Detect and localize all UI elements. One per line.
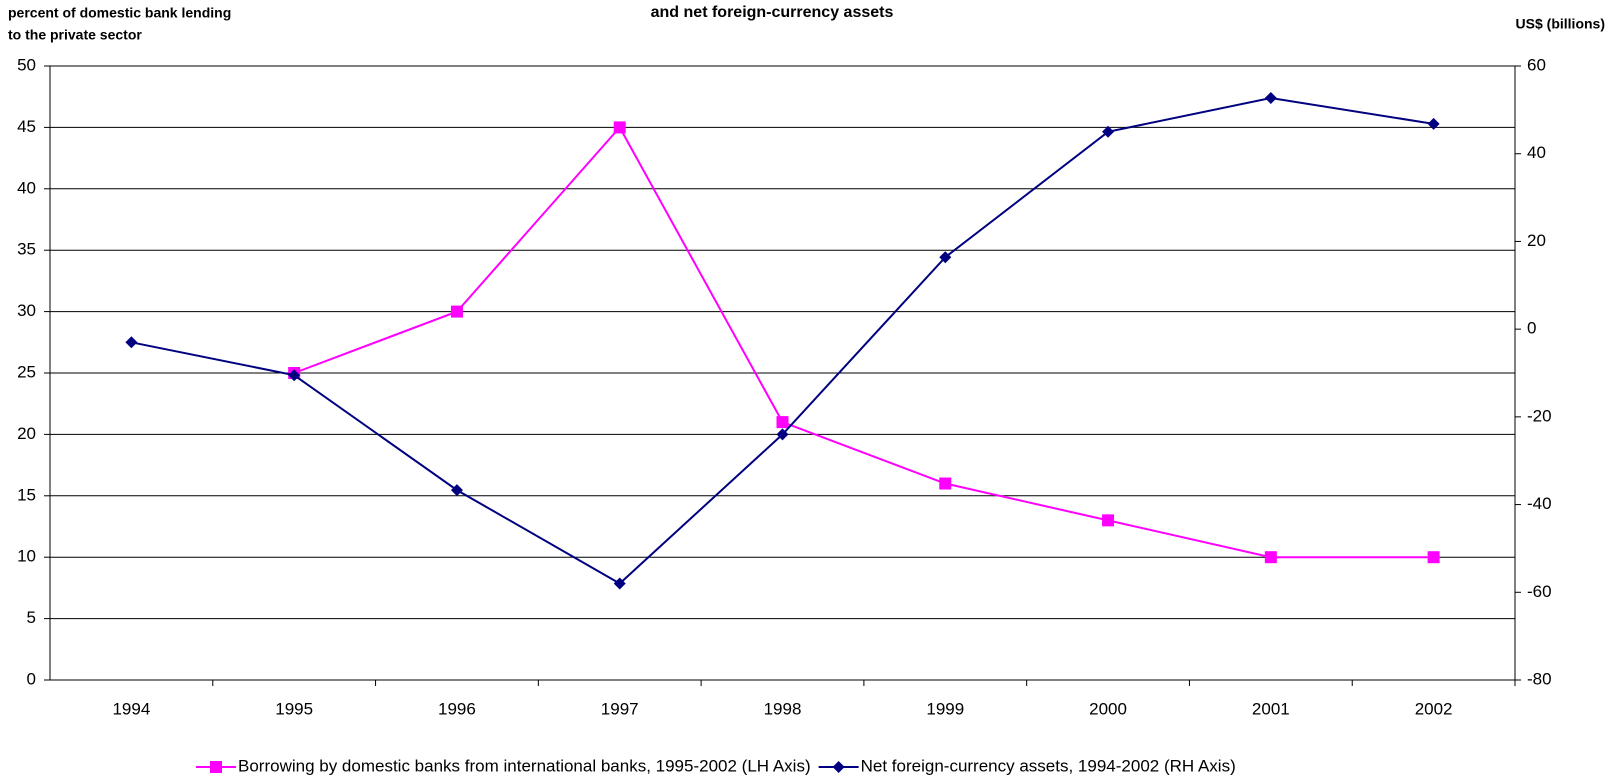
data-point	[1102, 514, 1115, 527]
y-tick-label: 35	[17, 240, 36, 259]
x-tick-label: 1996	[438, 699, 476, 718]
legend-label: Borrowing by domestic banks from interna…	[238, 756, 811, 775]
data-point	[776, 416, 789, 429]
x-tick-label: 1994	[112, 699, 150, 718]
y-tick-label: 25	[17, 362, 36, 381]
y-tick-label: 45	[17, 117, 36, 136]
x-tick-label: 2000	[1089, 699, 1127, 718]
chart-title: and net foreign-currency assets	[651, 4, 894, 21]
data-point	[939, 251, 952, 264]
data-point	[776, 428, 789, 441]
x-tick-label: 1995	[275, 699, 313, 718]
data-point	[613, 121, 626, 134]
data-point	[288, 369, 301, 382]
x-tick-label: 1999	[926, 699, 964, 718]
y2-tick-label: 20	[1527, 231, 1546, 250]
y-tick-label: 40	[17, 178, 36, 197]
series-line	[131, 96, 1434, 585]
data-point	[613, 577, 626, 590]
x-tick-label: 2001	[1252, 699, 1290, 718]
y-tick-label: 50	[17, 55, 36, 74]
data-point	[450, 305, 463, 318]
x-tick-label: 2002	[1415, 699, 1453, 718]
y-tick-label: 20	[17, 424, 36, 443]
data-point	[1264, 551, 1277, 564]
data-point	[1102, 125, 1115, 138]
data-point	[450, 484, 463, 497]
y-tick-label: 0	[27, 669, 36, 688]
y2-tick-label: -40	[1527, 494, 1552, 513]
y-tick-label: 5	[27, 608, 36, 627]
x-tick-label: 1997	[601, 699, 639, 718]
series-line	[293, 125, 1434, 559]
y-axis-label: percent of domestic bank lending	[8, 5, 231, 21]
y-axis-label: to the private sector	[8, 27, 142, 43]
data-point	[125, 336, 138, 349]
y2-tick-label: 0	[1527, 319, 1536, 338]
y-tick-label: 30	[17, 301, 36, 320]
legend: Borrowing by domestic banks from interna…	[196, 756, 1236, 775]
legend-marker	[210, 761, 222, 773]
y2-tick-label: -80	[1527, 669, 1552, 688]
y-tick-label: 10	[17, 547, 36, 566]
y2-tick-label: 60	[1527, 55, 1546, 74]
y2-tick-label: -60	[1527, 582, 1552, 601]
y2-tick-label: 40	[1527, 143, 1546, 162]
data-point	[1427, 117, 1440, 130]
x-tick-label: 1998	[764, 699, 802, 718]
data-point	[939, 477, 952, 490]
legend-marker	[832, 761, 845, 773]
y2-tick-label: -20	[1527, 406, 1552, 425]
legend-label: Net foreign-currency assets, 1994-2002 (…	[861, 756, 1236, 775]
y2-axis-label: US$ (billions)	[1516, 16, 1605, 32]
y-tick-label: 15	[17, 485, 36, 504]
data-point	[1264, 92, 1277, 105]
data-point	[1427, 551, 1440, 564]
